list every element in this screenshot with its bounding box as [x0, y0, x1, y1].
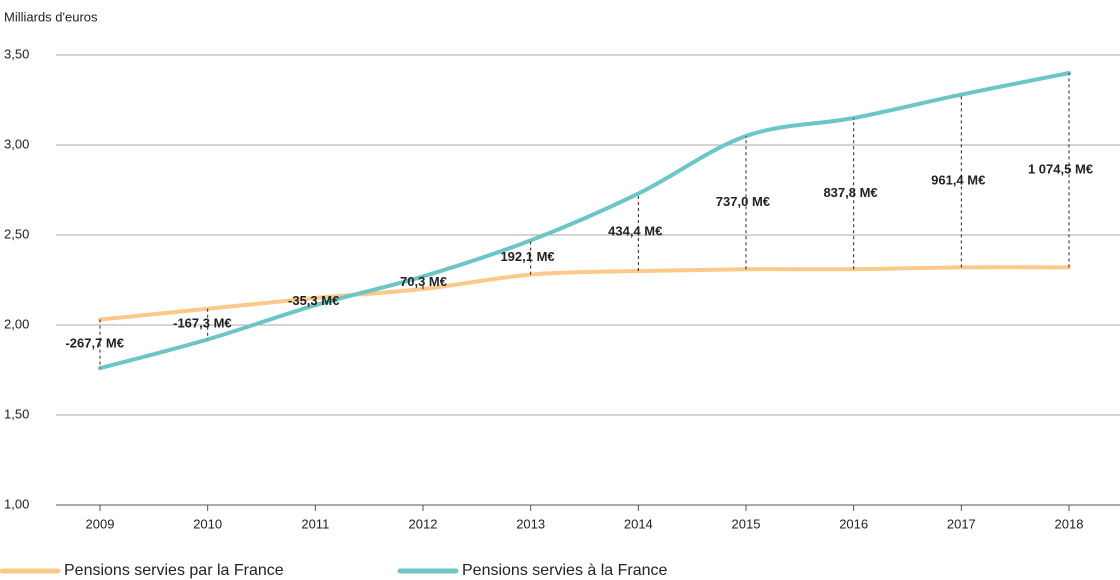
difference-label: 961,4 M€ — [931, 172, 985, 187]
difference-label: -35,3 M€ — [288, 293, 339, 308]
difference-label: 192,1 M€ — [500, 249, 554, 264]
x-tick-label: 2009 — [86, 516, 115, 531]
difference-label: 434,4 M€ — [608, 224, 662, 239]
difference-label: 837,8 M€ — [823, 185, 877, 200]
x-tick-label: 2016 — [839, 516, 868, 531]
x-tick-label: 2015 — [732, 516, 761, 531]
x-tick-label: 2014 — [624, 516, 653, 531]
x-tick-label: 2018 — [1055, 516, 1084, 531]
x-tick-label: 2010 — [193, 516, 222, 531]
legend-label: Pensions servies à la France — [462, 562, 668, 579]
x-tick-label: 2017 — [947, 516, 976, 531]
x-tick-label: 2012 — [409, 516, 438, 531]
y-axis-label: Milliards d'euros — [4, 9, 98, 24]
y-tick-label: 1,00 — [4, 496, 29, 511]
x-tick-label: 2013 — [516, 516, 545, 531]
y-tick-label: 3,50 — [4, 46, 29, 61]
y-tick-label: 3,00 — [4, 136, 29, 151]
difference-label: -267,7 M€ — [65, 335, 124, 350]
x-tick-label: 2011 — [301, 516, 329, 531]
y-tick-label: 2,00 — [4, 316, 29, 331]
series-line — [100, 73, 1069, 368]
difference-label: 737,0 M€ — [716, 194, 770, 209]
difference-label: 70,3 M€ — [400, 274, 447, 289]
y-tick-label: 2,50 — [4, 226, 29, 241]
legend-label: Pensions servies par la France — [64, 562, 284, 579]
difference-label: -167,3 M€ — [173, 316, 232, 331]
chart: Milliards d'euros 1,00 1,50 2,00 2,50 3,00 3,… — [0, 0, 1120, 580]
y-tick-label: 1,50 — [4, 406, 29, 421]
series-line — [100, 267, 1069, 319]
difference-label: 1 074,5 M€ — [1028, 162, 1093, 177]
